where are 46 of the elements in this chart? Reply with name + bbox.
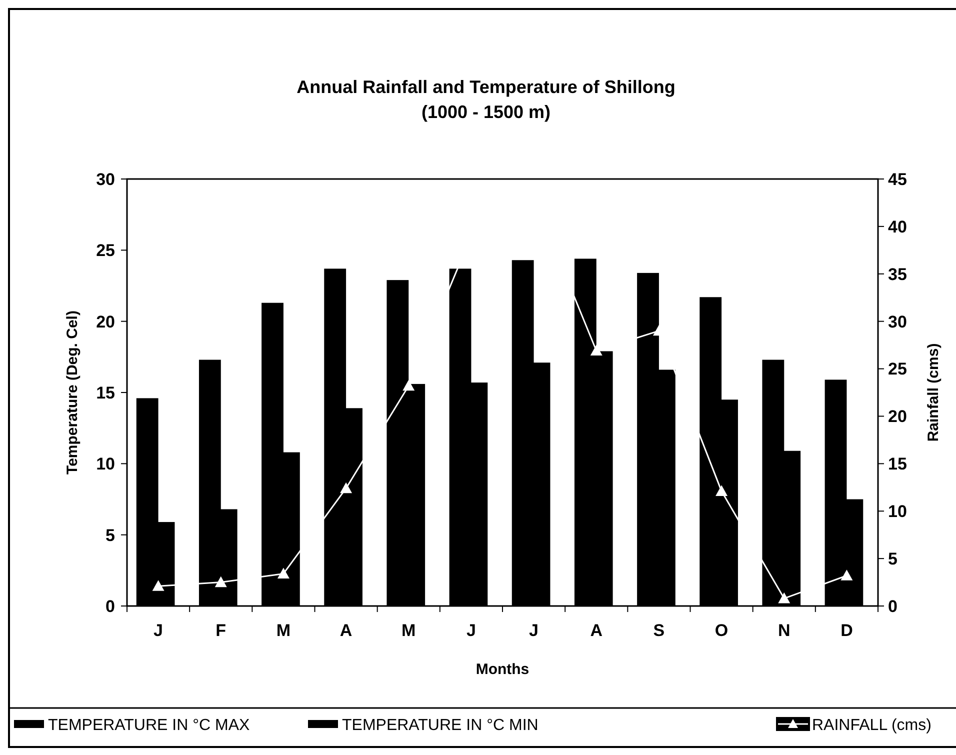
y2-tick-label: 15 [888, 454, 907, 474]
x-tick-label: J [529, 621, 539, 640]
chart-subtitle: (1000 - 1500 m) [421, 102, 551, 122]
point [716, 485, 728, 496]
y-tick-label: 5 [106, 526, 115, 545]
y2-tick-label: 30 [888, 312, 907, 332]
y2-tick-label: 45 [888, 170, 907, 189]
x-axis-title: Months [476, 661, 530, 678]
point [277, 568, 290, 579]
x-tick-label: M [276, 621, 291, 640]
y2-tick-label: 35 [888, 264, 907, 284]
x-tick-label: F [216, 621, 226, 640]
point [214, 576, 227, 588]
y2-tick-label: 0 [888, 596, 898, 616]
y-tick-label: 0 [106, 596, 115, 616]
x-tick-label: A [340, 621, 352, 640]
y2-tick-label: 40 [888, 217, 907, 236]
chart-title: Annual Rainfall and Temperature of Shillong [296, 77, 676, 97]
x-tick-label: S [653, 621, 665, 640]
y-tick-label: 10 [96, 454, 115, 474]
x-tick-label: M [402, 621, 416, 640]
y-tick-label: 25 [96, 241, 115, 260]
y2-tick-label: 10 [888, 502, 907, 522]
x-tick-label: N [778, 621, 790, 640]
y2-axis-title: Rainfall (cms) [925, 343, 942, 442]
y2-tick-label: 25 [888, 360, 907, 379]
y-tick-label: 20 [96, 312, 115, 332]
point [778, 592, 790, 604]
y2-tick-label: 20 [888, 407, 907, 426]
point [590, 344, 602, 356]
x-tick-label: O [714, 621, 728, 640]
x-tick-label: A [590, 621, 603, 640]
x-tick-label: J [154, 621, 164, 640]
point [340, 482, 352, 494]
point [840, 570, 853, 580]
point [152, 580, 164, 591]
point [402, 380, 415, 391]
legend-label: TEMPERATURE IN °C MAX [48, 717, 250, 734]
x-tick-label: D [840, 621, 853, 640]
y-tick-label: 30 [96, 170, 115, 189]
legend-label: TEMPERATURE IN °C MIN [342, 717, 538, 734]
y2-tick-label: 5 [888, 550, 898, 569]
y-axis-title: Temperature (Deg. Cel) [64, 310, 81, 474]
legend-label: RAINFALL (cms) [812, 717, 932, 734]
y-tick-label: 15 [96, 383, 115, 402]
x-tick-label: J [466, 621, 476, 640]
